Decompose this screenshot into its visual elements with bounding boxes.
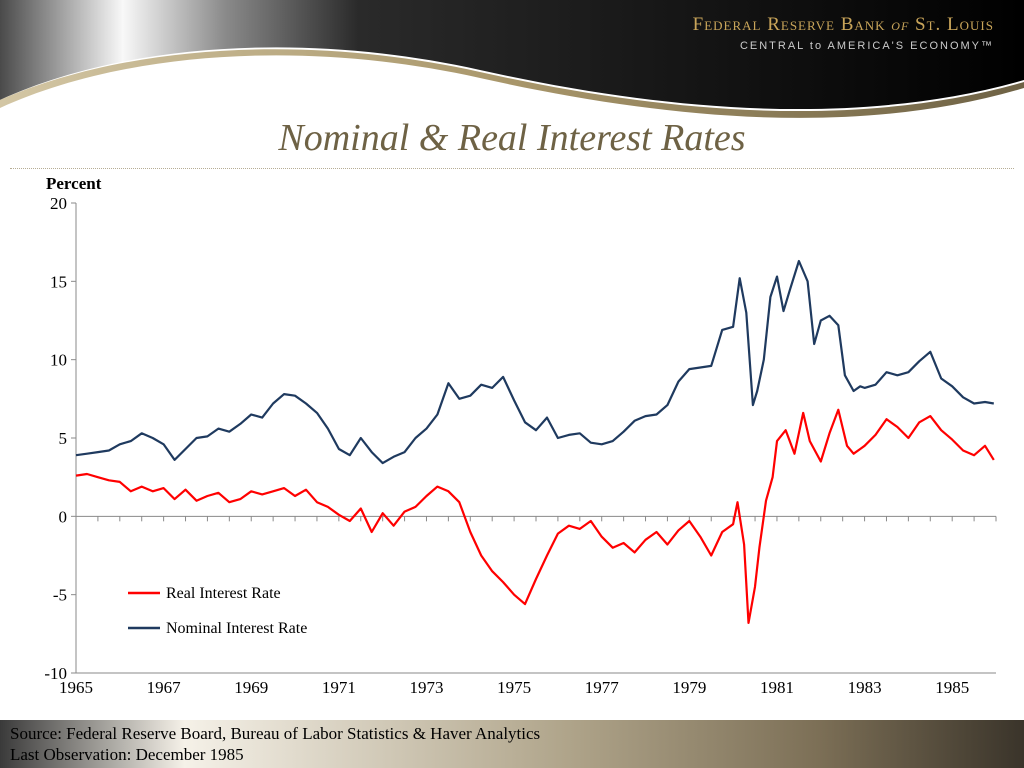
x-tick-label: 1983	[848, 678, 882, 697]
legend-label: Real Interest Rate	[166, 585, 281, 602]
x-tick-label: 1971	[322, 678, 356, 697]
x-tick-label: 1981	[760, 678, 794, 697]
x-tick-label: 1985	[935, 678, 969, 697]
y-tick-label: -5	[53, 586, 67, 605]
y-tick-label: 10	[50, 351, 67, 370]
chart-container: Percent-10-50510152019651967196919711973…	[18, 173, 1006, 708]
y-tick-label: 20	[50, 194, 67, 213]
interest-rate-chart: Percent-10-50510152019651967196919711973…	[18, 173, 1006, 703]
x-tick-label: 1979	[672, 678, 706, 697]
footer-last-obs: Last Observation: December 1985	[10, 744, 1014, 765]
brand-name-of: of	[891, 15, 909, 34]
series-line	[76, 261, 994, 463]
x-tick-label: 1965	[59, 678, 93, 697]
brand-name: Federal Reserve Bank of St. Louis	[693, 14, 994, 36]
x-tick-label: 1967	[147, 678, 182, 697]
footer-source: Source: Federal Reserve Board, Bureau of…	[10, 723, 1014, 744]
title-divider	[10, 168, 1014, 169]
legend-label: Nominal Interest Rate	[166, 620, 307, 637]
brand-name-a: Federal Reserve Bank	[693, 14, 886, 35]
x-tick-label: 1969	[234, 678, 268, 697]
header-banner: Federal Reserve Bank of St. Louis CENTRA…	[0, 0, 1024, 110]
brand-tagline: CENTRAL to AMERICA'S ECONOMY™	[740, 40, 994, 52]
y-tick-label: 15	[50, 272, 67, 291]
footer-bar: Source: Federal Reserve Board, Bureau of…	[0, 720, 1024, 768]
y-axis-title: Percent	[46, 174, 102, 193]
x-tick-label: 1973	[409, 678, 443, 697]
y-tick-label: 0	[59, 507, 68, 526]
x-tick-label: 1977	[585, 678, 620, 697]
brand-name-b: St. Louis	[915, 14, 994, 35]
x-tick-label: 1975	[497, 678, 531, 697]
y-tick-label: 5	[59, 429, 68, 448]
